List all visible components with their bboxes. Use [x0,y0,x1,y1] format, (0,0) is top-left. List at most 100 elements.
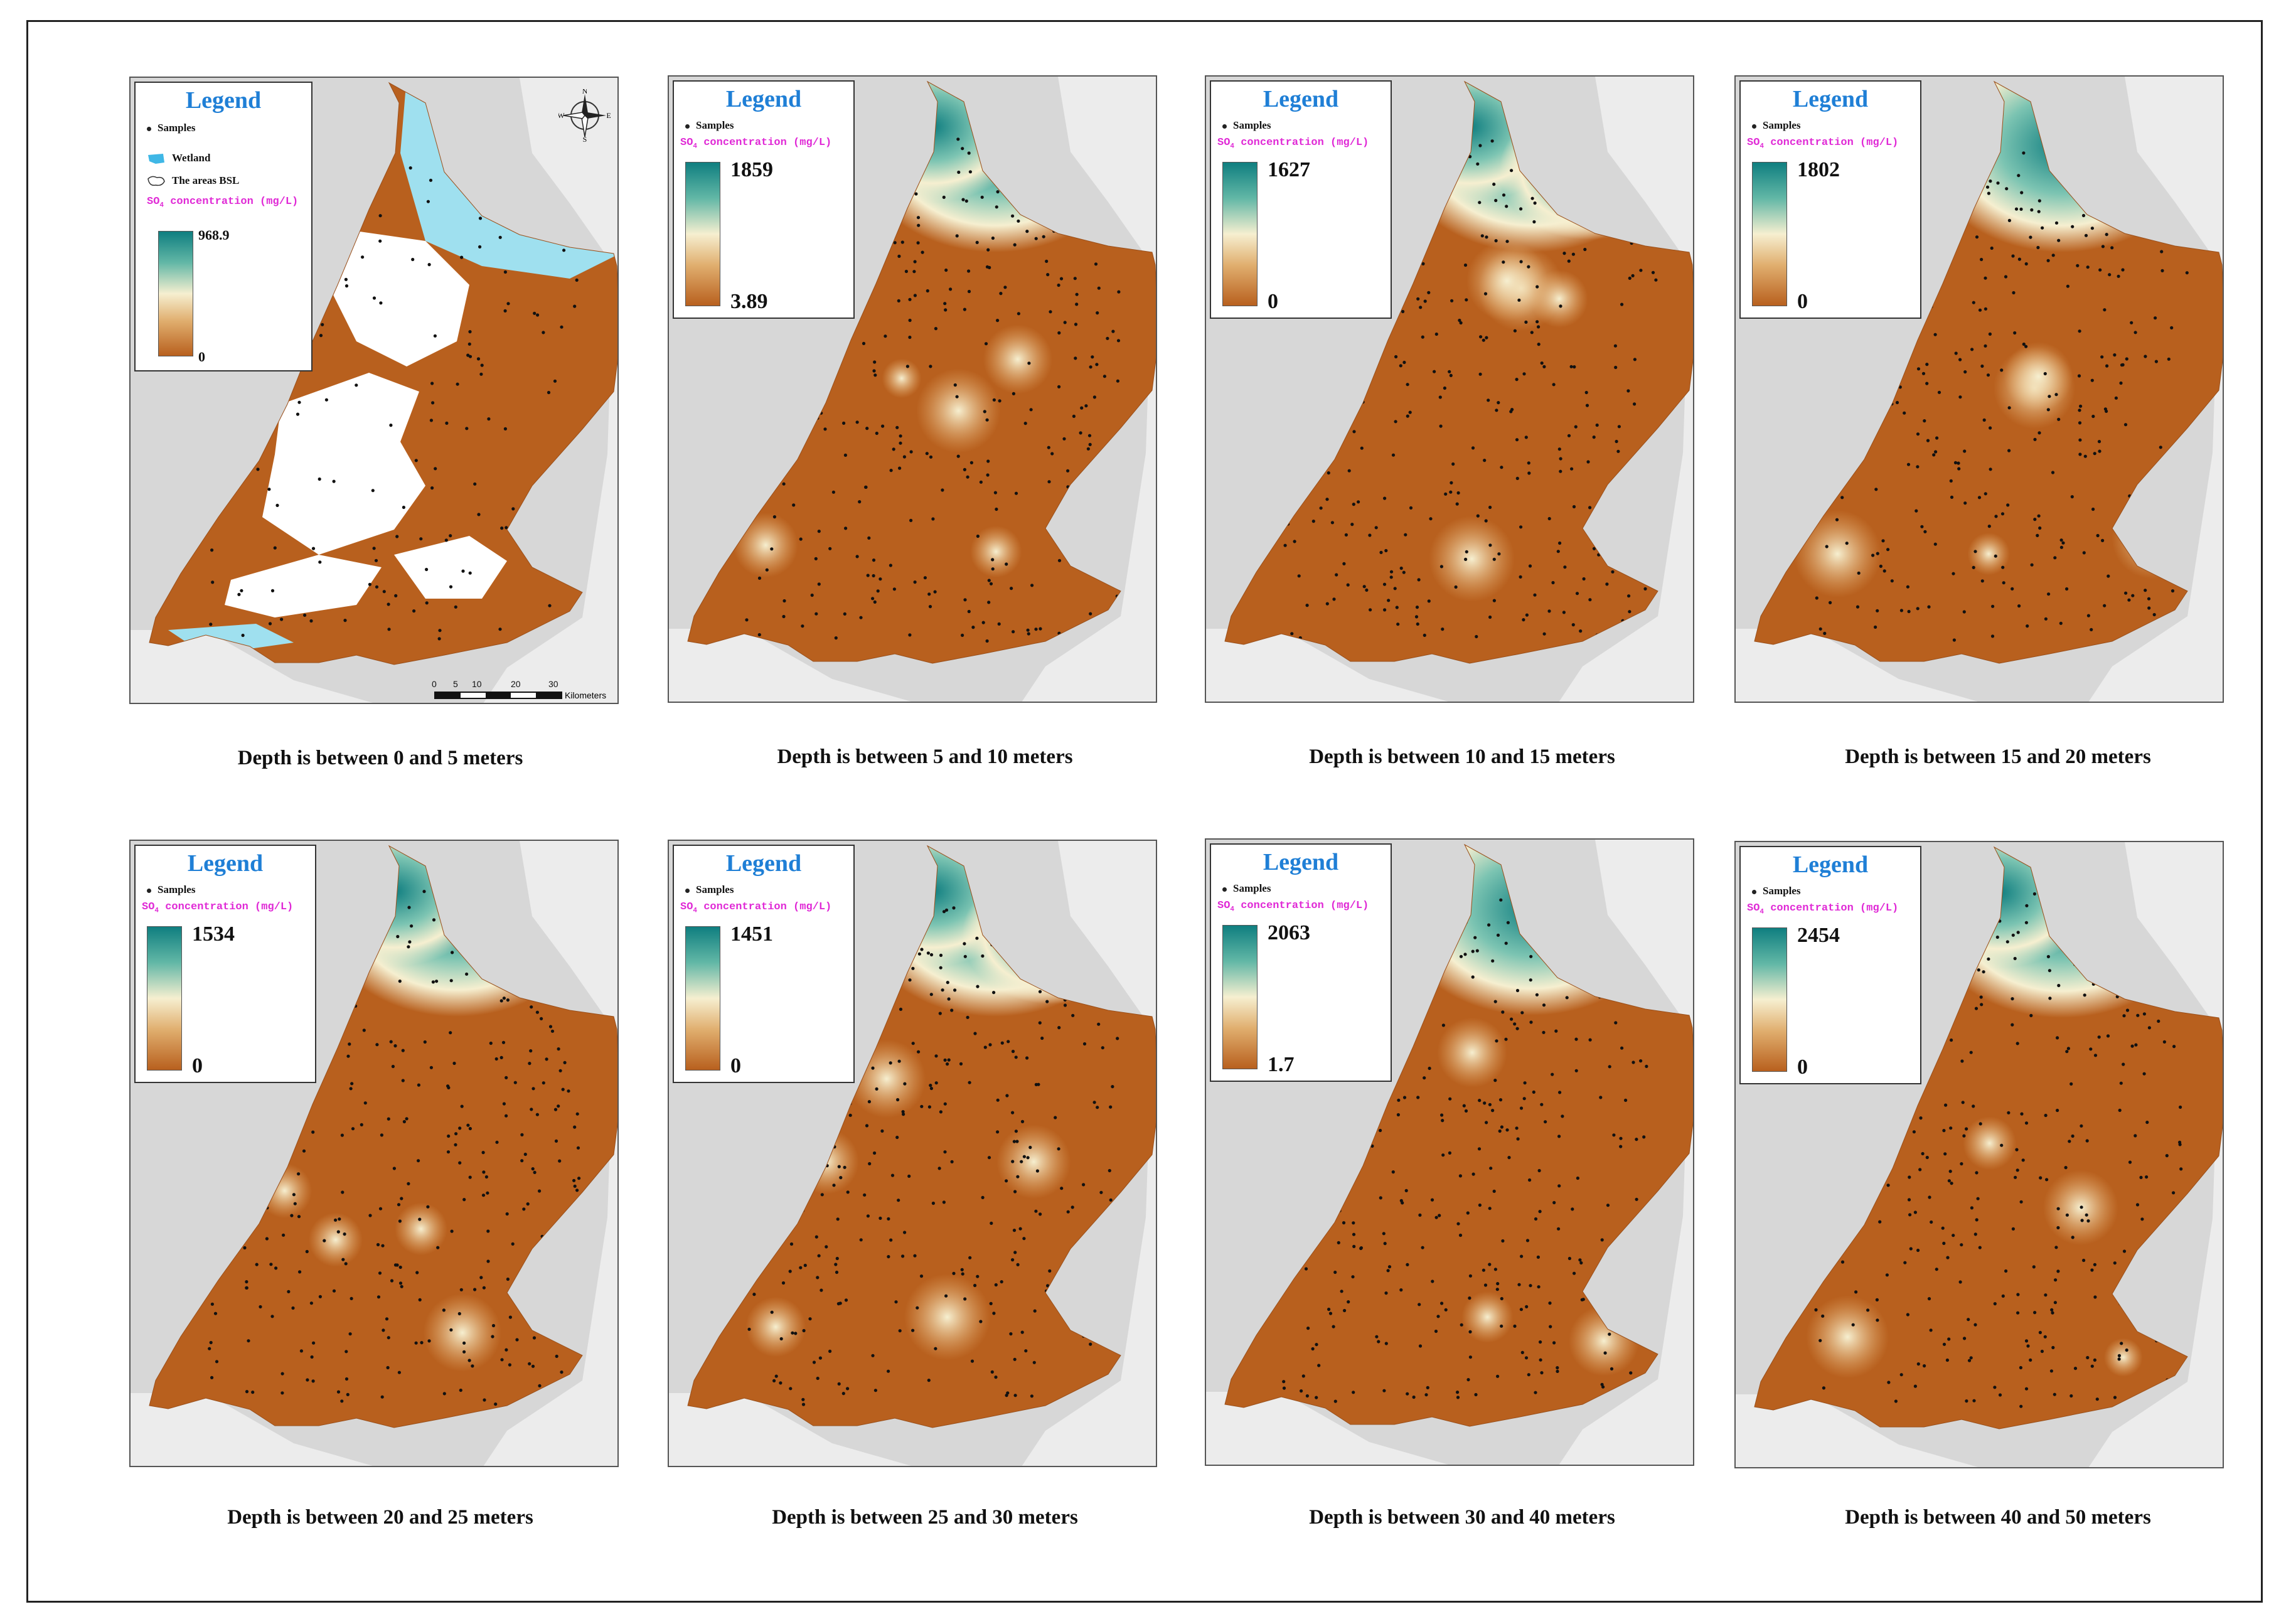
sample-point [781,1281,786,1285]
sample-point [2080,1124,2083,1128]
sample-point [1912,1130,1916,1134]
sample-point [1610,1367,1614,1370]
sample-point [1072,493,1077,496]
sample-point [2142,1012,2146,1016]
sample-point [1409,277,1413,280]
legend-samples-label: Samples [1233,119,1271,131]
sample-point [1957,461,1960,465]
sample-point [1947,1179,1951,1183]
sample-point [1953,184,1957,189]
sample-point [1652,543,1655,547]
sample-dot-icon [1752,124,1756,129]
sample-point [858,500,862,504]
sample-point [1527,461,1530,465]
sample-point [1962,1134,1966,1138]
sample-point [1047,446,1050,449]
sample-point [2032,1265,2036,1269]
sample-point [1542,365,1546,368]
sample-point [2154,316,2157,320]
sample-point [971,626,975,629]
sample-point [2024,1387,2029,1391]
sample-point [1980,364,1984,368]
sample-point [967,289,971,294]
sample-point [546,480,550,484]
sample-point [1347,1300,1350,1304]
sample-point [843,1165,846,1169]
sample-point [449,534,452,538]
sample-point [1429,232,1433,237]
sample-point [538,1189,542,1193]
sample-point [270,589,275,593]
sample-point [2024,1121,2029,1125]
sample-point [1332,1325,1335,1328]
sample-point [950,1008,954,1012]
sample-point [378,239,382,243]
sample-point [1513,1324,1517,1328]
sample-point [1075,292,1079,296]
sample-point [2125,1008,2130,1012]
sample-point [1334,1118,1338,1121]
sample-point [482,1286,486,1290]
sample-point [348,1042,351,1046]
sample-point [1359,323,1362,327]
sample-point [1012,1229,1017,1232]
sample-point [1976,1197,1980,1200]
sample-point [986,473,990,477]
sample-point [1829,1171,1833,1175]
sample-point [454,1132,458,1136]
sample-point [1463,953,1467,956]
sample-point [1608,1300,1612,1304]
sample-point [1918,1168,1922,1172]
sample-point [1963,449,1967,453]
sample-point [1942,1241,1946,1245]
sample-point [1406,383,1409,387]
sample-point [914,192,918,196]
sample-point [1493,1079,1497,1082]
sample-point [2068,1140,2071,1143]
sample-point [1515,1126,1519,1130]
sample-point [848,1113,852,1117]
sample-point [1488,615,1492,619]
sample-point [802,1328,806,1333]
sample-point [1097,215,1101,219]
mid-so4-zone [308,1212,363,1267]
sample-point [568,208,572,212]
sample-point [1099,1190,1103,1194]
sample-point [1027,632,1030,636]
sample-point [931,1201,935,1205]
sample-point [1111,1085,1114,1089]
sample-point [1552,1341,1556,1345]
sample-point [1377,1106,1381,1110]
sample-point [558,1069,562,1072]
sample-point [245,1286,248,1290]
sample-point [502,1102,506,1106]
sample-point [548,1025,553,1028]
sample-point [1653,506,1657,510]
sample-point [2091,414,2095,419]
sample-point [1291,505,1295,508]
sample-point [986,459,990,463]
sample-point [992,991,996,995]
sample-point [2007,449,2011,452]
sample-point [815,1091,819,1094]
sample-point [1530,196,1534,200]
sample-point [779,1381,782,1385]
sample-point [1539,1340,1542,1344]
sample-point [2125,357,2128,361]
sample-point [968,1256,972,1259]
sample-point [2080,1219,2084,1222]
sample-point [1903,1261,1907,1264]
sample-point [1399,300,1402,304]
sample-point [1909,1247,1913,1251]
sample-point [1599,1096,1603,1099]
sample-point [503,309,507,313]
legend-so4-label: SO4 concentration (mg/L) [1217,137,1369,151]
sample-point [1383,496,1387,500]
sample-point [243,1246,247,1250]
sample-point [2045,1178,2049,1182]
sample-point [473,482,477,486]
sample-point [486,1259,490,1263]
sample-point [2054,221,2059,225]
sample-point [361,255,365,259]
sample-point [783,1119,787,1123]
